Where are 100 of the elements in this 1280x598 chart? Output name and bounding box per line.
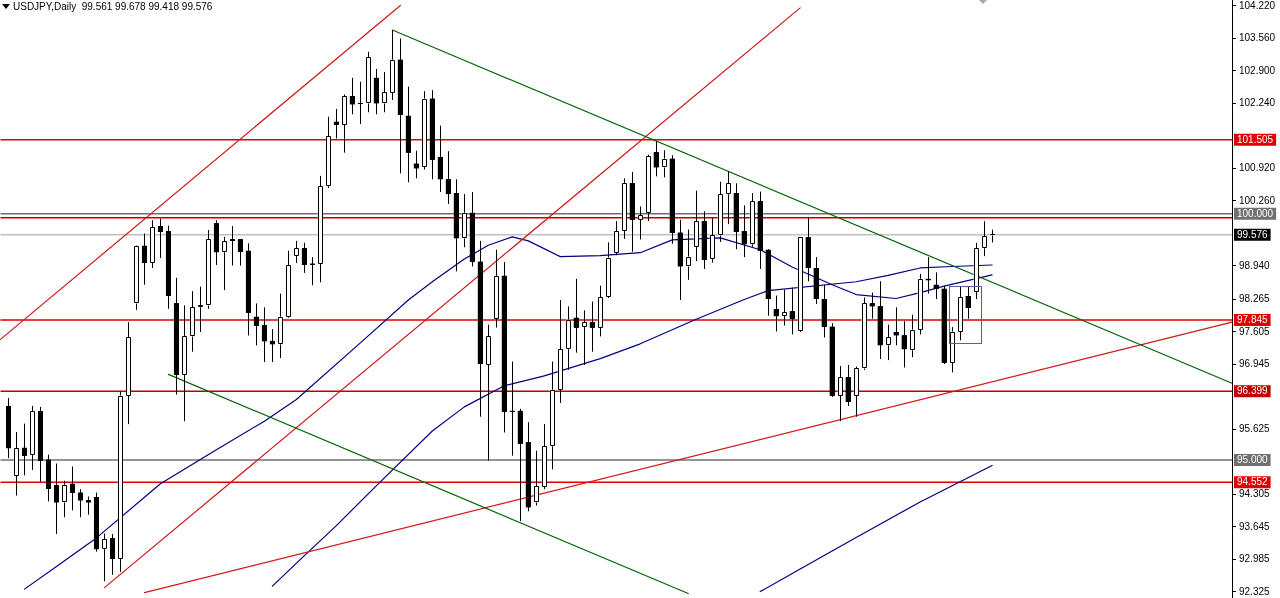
candlestick — [453, 178, 459, 272]
candlestick — [909, 314, 915, 358]
candlestick — [213, 219, 219, 266]
candlestick — [325, 116, 331, 189]
candlestick — [61, 480, 67, 518]
candlestick — [237, 238, 243, 266]
y-tick-label: 92.985 — [1239, 553, 1271, 565]
candlestick — [749, 192, 755, 248]
candlestick — [109, 533, 115, 576]
candlestick — [349, 77, 355, 115]
ref-line-label: 96.399 — [1237, 385, 1269, 397]
candlestick — [757, 191, 763, 270]
ref-line-label: 99.576 — [1237, 228, 1269, 240]
chart-title: USDJPY,Daily 99.561 99.678 99.418 99.576 — [13, 1, 213, 13]
candlestick — [557, 299, 563, 404]
candlestick — [373, 68, 379, 115]
candlestick — [717, 181, 723, 243]
candlestick — [837, 365, 843, 422]
candlestick — [381, 71, 387, 113]
candlestick — [965, 286, 971, 320]
candlestick — [501, 261, 507, 433]
candlestick — [957, 286, 963, 341]
candlestick — [437, 125, 443, 193]
candlestick — [573, 278, 579, 354]
candlestick — [661, 149, 667, 178]
candlestick — [157, 218, 163, 259]
y-tick-label: 103.560 — [1239, 32, 1276, 44]
ref-line-label: 94.552 — [1237, 476, 1269, 488]
candlestick — [701, 210, 707, 270]
candlestick — [189, 290, 195, 353]
candlestick — [877, 280, 883, 360]
candlestick — [805, 217, 811, 282]
candlestick — [341, 94, 347, 154]
candlestick — [365, 51, 371, 113]
y-tick-label: 102.240 — [1239, 97, 1276, 109]
candlestick — [565, 305, 571, 371]
candlestick — [397, 37, 403, 174]
y-tick-label: 100.920 — [1239, 162, 1276, 174]
candlestick — [525, 421, 531, 512]
y-tick-label: 95.625 — [1239, 423, 1271, 435]
candlestick — [181, 304, 187, 422]
candlestick — [733, 182, 739, 250]
candlestick — [653, 140, 659, 177]
candlestick — [973, 242, 979, 300]
y-tick-label: 100.260 — [1239, 194, 1276, 206]
candlestick — [301, 242, 307, 274]
candlestick — [933, 271, 939, 300]
candlestick — [901, 320, 907, 368]
candlestick — [949, 326, 955, 373]
candlestick — [461, 193, 467, 248]
y-tick-label: 92.325 — [1239, 585, 1271, 597]
y-tick-label: 96.945 — [1239, 358, 1271, 370]
candlestick — [493, 249, 499, 329]
candlestick — [981, 220, 987, 257]
candlestick — [725, 170, 731, 225]
candlestick — [861, 297, 867, 371]
candlestick — [789, 287, 795, 335]
candlestick — [29, 405, 35, 471]
candlestick — [165, 225, 171, 310]
ref-line-label: 100.000 — [1237, 208, 1274, 220]
candlestick — [421, 90, 427, 170]
candlestick — [389, 29, 395, 101]
candlestick — [141, 232, 147, 286]
candlestick — [117, 391, 123, 573]
candlestick — [261, 306, 267, 363]
ref-line-label: 101.505 — [1237, 133, 1274, 145]
candlestick — [885, 324, 891, 361]
candlestick — [853, 365, 859, 418]
candlestick — [533, 450, 539, 506]
ref-line-label: 97.845 — [1237, 314, 1269, 326]
candlestick — [813, 256, 819, 305]
candlestick — [621, 177, 627, 240]
candlestick — [517, 408, 523, 522]
candlestick — [285, 250, 291, 319]
candlestick — [269, 328, 275, 363]
candlestick — [245, 242, 251, 336]
candlestick — [781, 289, 787, 327]
candlestick — [709, 217, 715, 264]
candlestick — [205, 229, 211, 310]
candlestick — [149, 219, 155, 269]
y-tick-label: 97.605 — [1239, 325, 1271, 337]
candlestick — [253, 302, 259, 346]
candlestick — [605, 241, 611, 299]
candlestick — [429, 89, 435, 180]
candlestick — [405, 86, 411, 183]
candlestick — [477, 240, 483, 418]
candlestick — [77, 488, 83, 518]
candlestick — [797, 236, 803, 333]
candlestick — [21, 423, 27, 476]
candlestick — [53, 463, 59, 535]
candlestick — [197, 286, 203, 333]
candlestick — [541, 423, 547, 490]
candlestick — [69, 465, 75, 511]
candlestick — [85, 496, 91, 516]
candlestick — [173, 277, 179, 396]
candlestick — [845, 364, 851, 407]
candlestick — [869, 292, 875, 320]
candlestick — [445, 150, 451, 205]
candlestick — [685, 229, 691, 281]
y-tick-label: 98.265 — [1239, 293, 1271, 304]
